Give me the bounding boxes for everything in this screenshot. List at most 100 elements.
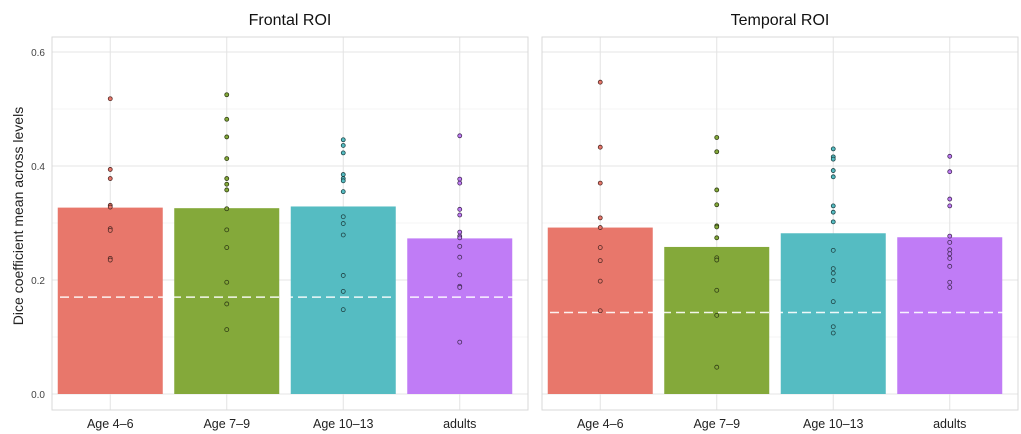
data-point bbox=[224, 245, 230, 250]
data-point bbox=[107, 96, 113, 102]
data-point bbox=[107, 167, 113, 172]
x-tick-label: Age 4–6 bbox=[577, 417, 624, 431]
data-point bbox=[597, 258, 603, 264]
bar bbox=[897, 237, 1003, 394]
panel-title: Temporal ROI bbox=[731, 12, 830, 29]
data-point bbox=[340, 307, 346, 313]
data-point bbox=[457, 180, 463, 186]
y-tick-label: 0.4 bbox=[31, 162, 45, 173]
data-point bbox=[340, 189, 346, 195]
data-point bbox=[224, 206, 230, 212]
data-point bbox=[224, 227, 230, 233]
data-point bbox=[597, 215, 603, 221]
data-point bbox=[224, 116, 230, 122]
data-point bbox=[830, 330, 836, 336]
data-point bbox=[107, 257, 113, 263]
data-point bbox=[947, 263, 953, 269]
data-point bbox=[597, 79, 603, 85]
data-point bbox=[947, 169, 953, 175]
data-point bbox=[714, 312, 720, 318]
panel-border bbox=[541, 36, 1019, 411]
data-point bbox=[714, 364, 720, 370]
data-point bbox=[224, 279, 230, 285]
data-point bbox=[457, 285, 463, 290]
y-tick-label: 0.2 bbox=[31, 276, 45, 287]
data-point bbox=[830, 156, 836, 162]
bar bbox=[664, 246, 770, 394]
data-point bbox=[224, 156, 230, 161]
data-point bbox=[224, 187, 230, 193]
data-point bbox=[224, 92, 230, 98]
data-point bbox=[830, 219, 836, 225]
data-point bbox=[340, 221, 346, 226]
chart-panels: Frontal ROI Age 4–6 Age 7–9 Age 10–13 adults… bbox=[31, 12, 1019, 431]
data-point bbox=[340, 178, 346, 184]
data-point bbox=[714, 202, 720, 208]
data-point bbox=[830, 247, 836, 253]
bar bbox=[780, 233, 886, 394]
data-point bbox=[947, 247, 953, 253]
panel-border bbox=[51, 36, 529, 411]
data-point bbox=[457, 206, 463, 212]
y-axis-label: Dice coefficient mean across levels bbox=[10, 107, 26, 325]
data-point bbox=[340, 288, 346, 294]
data-point bbox=[224, 327, 230, 332]
data-point bbox=[340, 150, 346, 156]
data-point bbox=[224, 181, 230, 187]
data-point bbox=[830, 209, 836, 215]
x-tick-label: adults bbox=[933, 417, 966, 431]
data-point bbox=[597, 245, 603, 250]
panel: Temporal ROI Age 4–6 Age 7–9 Age 10–13 adult… bbox=[541, 12, 1019, 431]
data-point bbox=[107, 176, 113, 181]
data-point bbox=[457, 339, 463, 345]
data-point bbox=[340, 232, 346, 238]
data-point bbox=[340, 273, 346, 278]
data-point bbox=[947, 153, 953, 159]
x-tick-label: Age 10–13 bbox=[803, 417, 864, 431]
data-point bbox=[947, 279, 953, 285]
bar bbox=[407, 238, 513, 394]
data-point bbox=[457, 229, 463, 235]
data-point bbox=[947, 251, 953, 257]
data-point bbox=[457, 243, 463, 249]
data-point bbox=[107, 228, 113, 233]
data-point bbox=[830, 203, 836, 209]
data-point bbox=[457, 254, 463, 260]
data-point bbox=[340, 143, 346, 148]
data-point bbox=[457, 272, 463, 278]
x-tick-label: Age 4–6 bbox=[87, 417, 134, 431]
data-point bbox=[597, 144, 603, 150]
panel: Frontal ROI Age 4–6 Age 7–9 Age 10–13 adults… bbox=[31, 12, 529, 431]
data-point bbox=[224, 176, 230, 181]
x-tick-label: Age 7–9 bbox=[693, 417, 740, 431]
data-point bbox=[830, 146, 836, 152]
data-point bbox=[714, 235, 720, 241]
data-point bbox=[597, 180, 603, 186]
data-point bbox=[947, 285, 953, 290]
data-point bbox=[457, 133, 463, 139]
data-point bbox=[830, 324, 836, 330]
panel-title: Frontal ROI bbox=[249, 12, 332, 29]
data-point bbox=[830, 278, 836, 283]
data-point bbox=[107, 204, 113, 210]
data-point bbox=[830, 168, 836, 173]
data-point bbox=[947, 255, 953, 261]
y-tick-label: 0.6 bbox=[31, 48, 45, 59]
data-point bbox=[714, 287, 720, 293]
data-point bbox=[947, 203, 953, 209]
data-point bbox=[224, 134, 230, 140]
data-point bbox=[340, 172, 346, 177]
data-point bbox=[714, 187, 720, 193]
data-point bbox=[947, 233, 953, 239]
bar bbox=[174, 208, 280, 394]
data-point bbox=[597, 225, 603, 230]
data-point bbox=[457, 176, 463, 182]
data-point bbox=[340, 137, 346, 143]
data-point bbox=[457, 212, 463, 218]
x-tick-label: Age 7–9 bbox=[203, 417, 250, 431]
data-point bbox=[830, 270, 836, 276]
y-tick-label: 0.0 bbox=[31, 390, 45, 401]
data-point bbox=[714, 224, 720, 230]
bar bbox=[57, 207, 163, 394]
